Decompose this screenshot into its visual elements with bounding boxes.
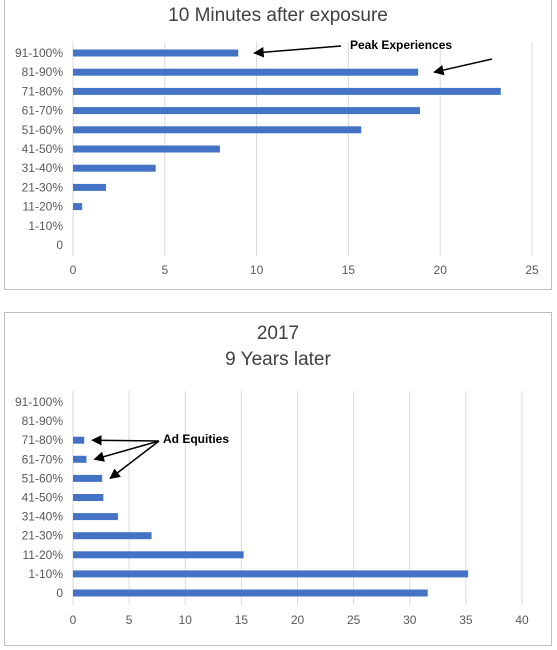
bar: [73, 436, 85, 444]
x-tick-label: 40: [515, 613, 529, 627]
bar-chart-2: 0 5 10 15 20 25 30 35 40 91-100% 81-90% 71-80% 61-70…: [15, 391, 529, 627]
chart-panel-1: 10 Minutes after exposure 0 5 10 15 20 25 91-1…: [4, 0, 552, 290]
bar: [73, 87, 501, 95]
bar: [73, 494, 104, 501]
annotation-arrow: [433, 58, 493, 76]
x-tick-label: 35: [459, 613, 473, 627]
annotation-arrow: [253, 45, 342, 58]
annotation-label: Ad Equities: [163, 432, 229, 446]
bar: [73, 68, 419, 76]
annotation-arrow: [93, 440, 160, 462]
chart-subtitle-2: 9 Years later: [225, 349, 331, 370]
y-tick-label: 0: [56, 586, 63, 600]
y-tick-label: 81-90%: [22, 414, 64, 428]
y-tick-label: 41-50%: [22, 491, 64, 505]
chart-title-2: 2017: [256, 323, 300, 344]
bar-chart-1: 0 5 10 15 20 25 91-100% 81-90% 71-80% 61-70% 51-60…: [15, 38, 539, 277]
bar: [73, 570, 469, 578]
x-tick-label: 15: [235, 613, 249, 627]
x-tick-label: 10: [250, 263, 264, 277]
x-tick-label: 5: [161, 263, 168, 277]
y-tick-label: 41-50%: [22, 142, 64, 156]
y-tick-label: 21-30%: [22, 529, 64, 543]
bar: [73, 589, 428, 597]
y-tick-label: 71-80%: [22, 84, 64, 98]
bar: [73, 474, 103, 482]
bar: [73, 513, 118, 521]
chart-panel-2: 2017 9 Years later 0 5 10 15 20 25 30 35 40 91-10…: [4, 312, 552, 646]
bar: [73, 49, 239, 57]
x-tick-label: 25: [347, 613, 361, 627]
annotation-label: Peak Experiences: [350, 38, 452, 52]
x-tick-label: 0: [70, 613, 77, 627]
y-tick-label: 1-10%: [28, 567, 63, 581]
y-tick-label: 81-90%: [22, 65, 64, 79]
bar: [73, 203, 83, 211]
bar: [73, 107, 421, 115]
y-tick-label: 71-80%: [22, 433, 64, 447]
y-tick-label: 31-40%: [22, 161, 64, 175]
y-tick-label: 61-70%: [22, 452, 64, 466]
x-tick-label: 25: [525, 263, 539, 277]
chart-title-1: 10 Minutes after exposure: [168, 5, 388, 26]
x-tick-label: 0: [70, 263, 77, 277]
y-tick-label: 91-100%: [15, 46, 63, 60]
y-tick-label: 11-20%: [23, 200, 64, 214]
bar: [73, 164, 156, 172]
x-tick-label: 30: [403, 613, 417, 627]
bar: [73, 532, 152, 540]
y-tick-label: 31-40%: [22, 510, 64, 524]
y-tick-label: 11-20%: [23, 548, 64, 562]
bar: [73, 145, 220, 153]
bar: [73, 455, 87, 463]
y-tick-label: 1-10%: [28, 219, 63, 233]
annotation-arrow: [91, 435, 160, 446]
bar: [73, 551, 244, 559]
x-tick-label: 15: [342, 263, 356, 277]
y-tick-label: 51-60%: [22, 123, 64, 137]
x-tick-label: 10: [179, 613, 193, 627]
y-tick-label: 91-100%: [15, 395, 63, 409]
y-tick-label: 21-30%: [22, 180, 64, 194]
y-tick-label: 0: [56, 238, 63, 252]
x-tick-label: 5: [126, 613, 133, 627]
bar: [73, 183, 107, 191]
y-tick-label: 51-60%: [22, 471, 64, 485]
x-tick-label: 20: [291, 613, 305, 627]
bar: [73, 126, 362, 134]
y-tick-label: 61-70%: [22, 104, 64, 118]
x-tick-label: 20: [434, 263, 448, 277]
annotation-arrow: [109, 440, 160, 480]
